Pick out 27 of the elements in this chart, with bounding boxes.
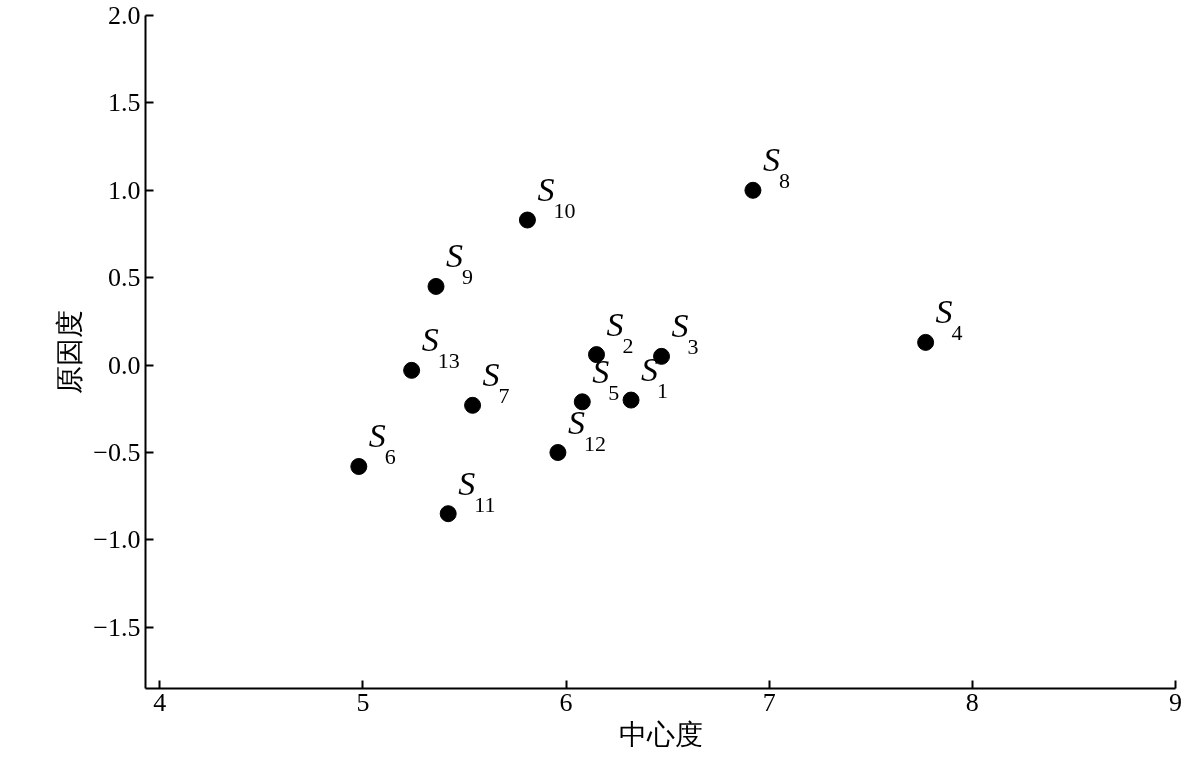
point — [464, 396, 482, 414]
y-tick-label: 2.0 — [108, 1, 141, 30]
point — [518, 211, 536, 229]
point — [427, 277, 445, 295]
y-tick-label: −0.5 — [93, 438, 141, 468]
point — [350, 458, 368, 475]
x-tick-label: 4 — [153, 687, 167, 717]
x-tick-label: 9 — [1169, 687, 1182, 717]
point — [744, 181, 762, 199]
point — [573, 393, 591, 411]
y-tick-label: −1.5 — [93, 612, 141, 642]
x-tick-label: 7 — [762, 687, 776, 717]
point — [622, 391, 640, 409]
x-tick-label: 5 — [356, 687, 370, 717]
y-tick-label: 0.0 — [108, 350, 141, 380]
y-tick-label: 1.0 — [108, 175, 141, 205]
point — [917, 333, 935, 351]
x-tick-label: 6 — [559, 687, 573, 717]
y-tick-label: 1.5 — [108, 88, 141, 118]
y-tick-label: −1.0 — [93, 525, 141, 555]
point — [549, 444, 567, 461]
y-axis-title: 原因度 — [54, 310, 86, 394]
x-axis-title: 中心度 — [618, 718, 703, 750]
point — [439, 505, 457, 523]
x-tick-label: 8 — [965, 687, 979, 717]
point — [403, 361, 421, 379]
y-tick-label: 0.5 — [108, 263, 141, 293]
